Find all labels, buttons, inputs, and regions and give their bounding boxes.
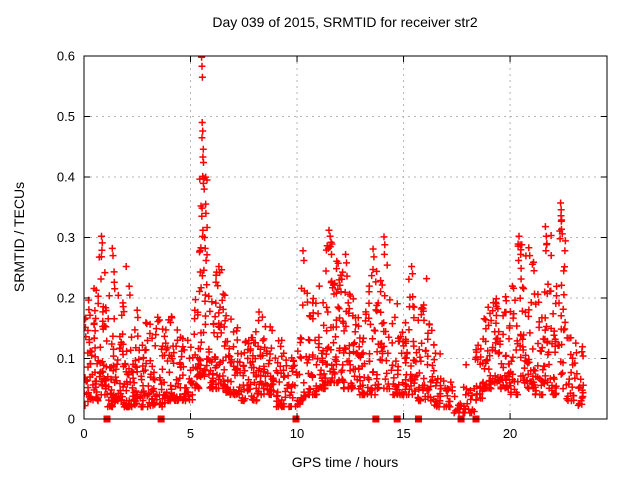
x-tick-label: 10 bbox=[290, 426, 304, 441]
y-tick-label: 0.4 bbox=[57, 170, 75, 185]
y-tick-label: 0.5 bbox=[57, 109, 75, 124]
y-tick-label: 0 bbox=[68, 412, 75, 427]
y-axis-label: SRMTID / TECUs bbox=[11, 182, 27, 292]
chart-title: Day 039 of 2015, SRMTID for receiver str… bbox=[212, 14, 478, 30]
grid-lines bbox=[84, 56, 607, 419]
x-tick-label: 20 bbox=[503, 426, 517, 441]
x-axis-label: GPS time / hours bbox=[292, 454, 399, 470]
y-tick-label: 0.3 bbox=[57, 230, 75, 245]
y-tick-label: 0.2 bbox=[57, 291, 75, 306]
x-tick-labels: 0 5 10 15 20 bbox=[80, 426, 517, 441]
scatter-points bbox=[84, 56, 587, 417]
x-tick-label: 0 bbox=[80, 426, 87, 441]
plot-frame bbox=[83, 55, 608, 420]
y-tick-labels: 0 0.1 0.2 0.3 0.4 0.5 0.6 bbox=[57, 49, 75, 427]
x-tick-label: 15 bbox=[396, 426, 410, 441]
x-tick-label: 5 bbox=[187, 426, 194, 441]
y-tick-label: 0.1 bbox=[57, 351, 75, 366]
y-tick-label: 0.6 bbox=[57, 49, 75, 64]
